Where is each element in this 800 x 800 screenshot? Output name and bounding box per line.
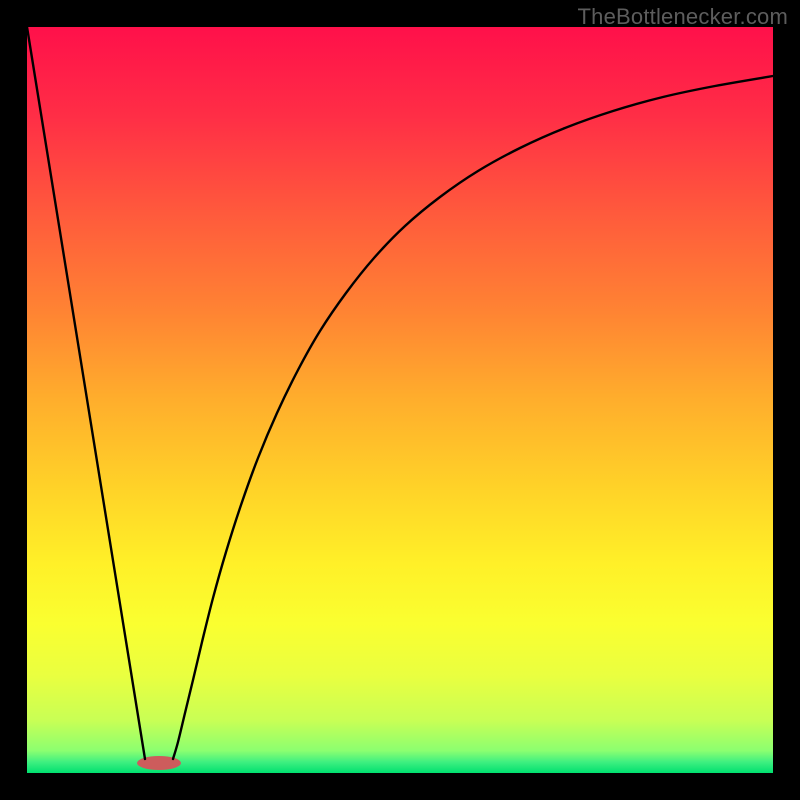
border-left (0, 0, 27, 800)
watermark-text: TheBottlenecker.com (578, 4, 788, 30)
border-bottom (0, 773, 800, 800)
plot-background (27, 27, 773, 773)
border-right (773, 0, 800, 800)
